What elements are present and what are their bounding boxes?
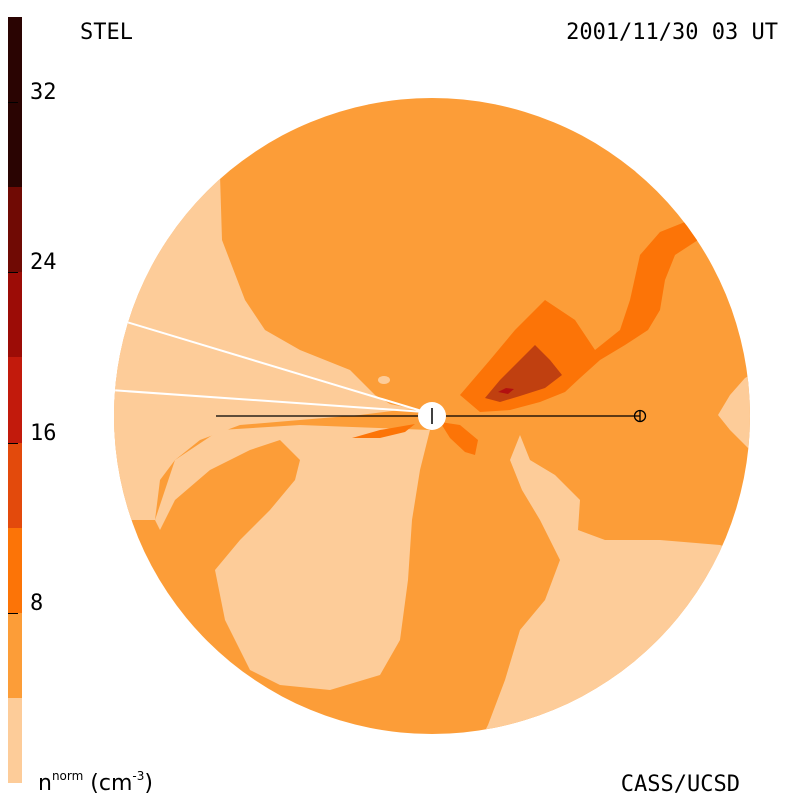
site-label: STEL xyxy=(80,20,133,45)
colorbar-level-2 xyxy=(8,527,22,613)
colorbar-tick-label: 32 xyxy=(30,80,57,106)
data-gap-line-upper xyxy=(119,319,426,413)
colorbar-level-3 xyxy=(8,442,22,528)
unit-exponent: -3 xyxy=(132,769,145,783)
colorbar-tick-label: 16 xyxy=(30,420,57,446)
data-gap-speck xyxy=(378,376,390,384)
peak-density-spot xyxy=(498,388,514,394)
unit-close: ) xyxy=(144,771,153,796)
colorbar-level-5 xyxy=(8,272,22,358)
quantity-superscript: norm xyxy=(51,769,84,783)
timestamp-label: 2001/11/30 03 UT xyxy=(566,20,778,45)
density-colorbar xyxy=(8,17,22,783)
quantity-symbol: n xyxy=(38,771,52,796)
colorbar-tick-mark xyxy=(8,272,18,274)
data-gap-line-lower xyxy=(114,389,426,413)
colorbar-tick-mark xyxy=(8,442,18,444)
colorbar-level-6 xyxy=(8,187,22,273)
colorbar-tick-label: 8 xyxy=(30,590,44,616)
low-density-region-southwest xyxy=(155,425,430,690)
low-density-bump-west xyxy=(114,390,165,470)
mid-density-spot-west xyxy=(352,424,415,438)
high-density-core xyxy=(485,345,562,402)
colorbar-tick-mark xyxy=(8,612,18,614)
colorbar-level-1 xyxy=(8,612,22,698)
colorbar-unit-label: nnorm (cm-3) xyxy=(38,770,153,795)
unit-text: (cm xyxy=(83,771,133,796)
colorbar-tick-mark xyxy=(8,102,18,104)
mid-density-spot-south xyxy=(440,422,478,455)
colorbar-level-0 xyxy=(8,697,22,783)
credit-label: CASS/UCSD xyxy=(620,772,740,797)
colorbar-level-4 xyxy=(8,357,22,443)
colorbar-tick-label: 24 xyxy=(30,250,57,276)
low-density-tongue xyxy=(114,320,420,410)
